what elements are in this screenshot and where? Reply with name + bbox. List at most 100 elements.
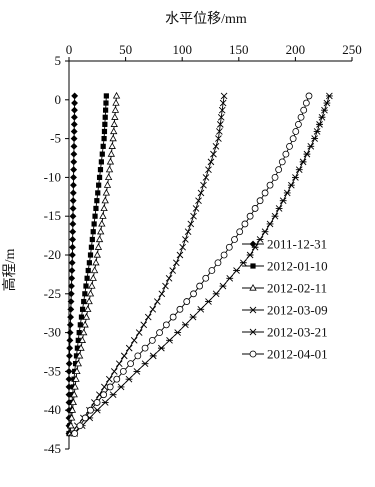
series-line	[68, 95, 107, 434]
data-point	[102, 188, 111, 196]
data-point	[66, 344, 74, 352]
data-point	[95, 190, 101, 196]
data-point	[109, 134, 117, 142]
data-point	[99, 151, 105, 157]
y-tick-label: -10	[44, 169, 61, 184]
data-point	[220, 92, 228, 100]
data-point	[207, 158, 215, 166]
data-point	[104, 173, 113, 181]
data-point	[68, 267, 76, 274]
data-point	[85, 267, 91, 274]
legend-label: 2012-02-11	[267, 281, 327, 296]
data-point	[68, 274, 76, 282]
series-2012-03-21	[71, 92, 333, 437]
data-point	[73, 367, 81, 375]
data-point	[70, 390, 78, 398]
data-point	[233, 267, 240, 274]
data-point	[141, 344, 149, 352]
x-tick-label: 150	[229, 42, 249, 57]
data-point	[88, 282, 96, 289]
series-line	[74, 95, 310, 434]
data-point	[286, 142, 293, 150]
data-point	[220, 251, 228, 259]
data-point	[78, 314, 85, 320]
data-point	[70, 150, 78, 158]
data-point	[93, 406, 101, 414]
data-point	[162, 321, 170, 329]
data-point	[96, 182, 102, 188]
data-point	[318, 113, 326, 121]
data-point	[275, 166, 283, 174]
data-point	[125, 344, 133, 352]
data-point	[84, 275, 90, 281]
data-point	[68, 282, 75, 290]
data-point	[86, 260, 92, 266]
data-point	[231, 236, 238, 243]
data-point	[278, 158, 286, 166]
data-point	[98, 159, 104, 165]
data-point	[69, 398, 77, 406]
data-point	[82, 291, 88, 297]
data-point	[261, 189, 269, 197]
data-point	[256, 197, 264, 205]
data-point	[81, 298, 87, 305]
data-point	[93, 399, 101, 406]
data-point	[78, 336, 87, 343]
data-point	[300, 106, 308, 114]
data-point	[156, 329, 163, 337]
data-point	[94, 243, 103, 250]
legend-item: 2012-02-11	[242, 281, 327, 296]
data-point	[72, 375, 80, 382]
x-tick-label: 200	[286, 42, 306, 57]
data-point	[103, 100, 109, 106]
data-point	[205, 298, 212, 305]
data-point	[158, 290, 166, 298]
data-point	[148, 336, 156, 344]
data-point	[96, 174, 103, 180]
data-point	[115, 360, 123, 367]
data-point	[69, 197, 77, 205]
data-point	[134, 352, 142, 360]
series-2012-03-09	[67, 92, 228, 437]
data-point	[236, 228, 244, 236]
data-point	[65, 360, 73, 368]
data-point	[216, 128, 223, 135]
data-point	[93, 205, 99, 212]
data-point	[97, 167, 104, 173]
data-point	[81, 414, 89, 422]
data-point	[74, 345, 80, 351]
data-point	[86, 289, 95, 297]
data-point	[92, 213, 98, 219]
data-point	[98, 219, 106, 227]
data-point	[70, 128, 78, 135]
data-point	[210, 150, 217, 158]
data-point	[77, 344, 85, 351]
data-point	[82, 313, 91, 320]
legend: 2011-12-31 2012-01-10 2012-02-11 2012-03-09…	[242, 237, 328, 362]
data-point	[183, 298, 191, 305]
y-tick-label: -25	[44, 286, 61, 301]
data-point	[65, 375, 73, 383]
data-point	[172, 259, 180, 267]
data-point	[149, 352, 157, 360]
y-tick-label: -15	[44, 208, 61, 223]
data-point	[79, 306, 86, 312]
data-point	[205, 166, 212, 173]
data-point	[88, 244, 95, 250]
data-point	[67, 413, 76, 421]
data-point	[190, 290, 197, 298]
data-point	[100, 143, 106, 149]
data-point	[101, 399, 109, 406]
data-point	[190, 212, 197, 220]
y-tick-label: -5	[50, 131, 61, 146]
data-point	[176, 305, 184, 313]
data-point	[119, 367, 127, 375]
legend-marker	[249, 306, 257, 314]
data-point	[127, 360, 134, 368]
data-point	[176, 251, 184, 259]
data-point	[85, 297, 93, 305]
data-point	[66, 321, 74, 329]
data-point	[109, 391, 117, 398]
x-tick-label: 50	[119, 42, 132, 57]
data-point	[71, 430, 79, 437]
